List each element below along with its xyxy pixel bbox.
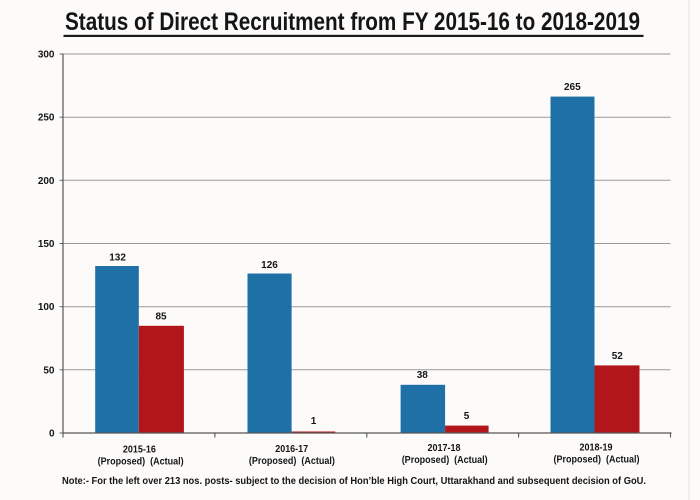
svg-text:126: 126: [261, 260, 278, 271]
svg-text:Note:- For the left over 213 n: Note:- For the left over 213 nos. posts-…: [62, 475, 646, 487]
svg-text:250: 250: [38, 113, 55, 124]
svg-text:150: 150: [38, 239, 55, 250]
svg-text:2018-19: 2018-19: [580, 442, 613, 454]
svg-text:(Proposed) (Actual): (Proposed) (Actual): [249, 455, 335, 467]
svg-text:50: 50: [43, 365, 55, 376]
svg-text:38: 38: [417, 370, 429, 381]
svg-text:300: 300: [38, 50, 55, 61]
svg-text:200: 200: [38, 176, 55, 187]
svg-text:132: 132: [109, 253, 126, 264]
svg-text:100: 100: [38, 302, 55, 313]
svg-text:2017-18: 2017-18: [428, 442, 461, 454]
svg-text:2016-17: 2016-17: [275, 443, 308, 455]
svg-text:5: 5: [464, 411, 470, 422]
svg-text:85: 85: [155, 312, 167, 323]
svg-text:(Proposed) (Actual): (Proposed) (Actual): [402, 454, 488, 466]
svg-text:52: 52: [612, 351, 624, 362]
svg-text:2015-16: 2015-16: [123, 444, 156, 456]
svg-text:1: 1: [311, 416, 317, 427]
svg-text:(Proposed) (Actual): (Proposed) (Actual): [98, 456, 184, 468]
svg-text:0: 0: [49, 429, 55, 440]
svg-text:(Proposed) (Actual): (Proposed) (Actual): [554, 454, 640, 466]
svg-text:265: 265: [564, 82, 581, 93]
svg-text:Status of Direct Recruitment f: Status of Direct Recruitment from FY 201…: [65, 8, 640, 36]
